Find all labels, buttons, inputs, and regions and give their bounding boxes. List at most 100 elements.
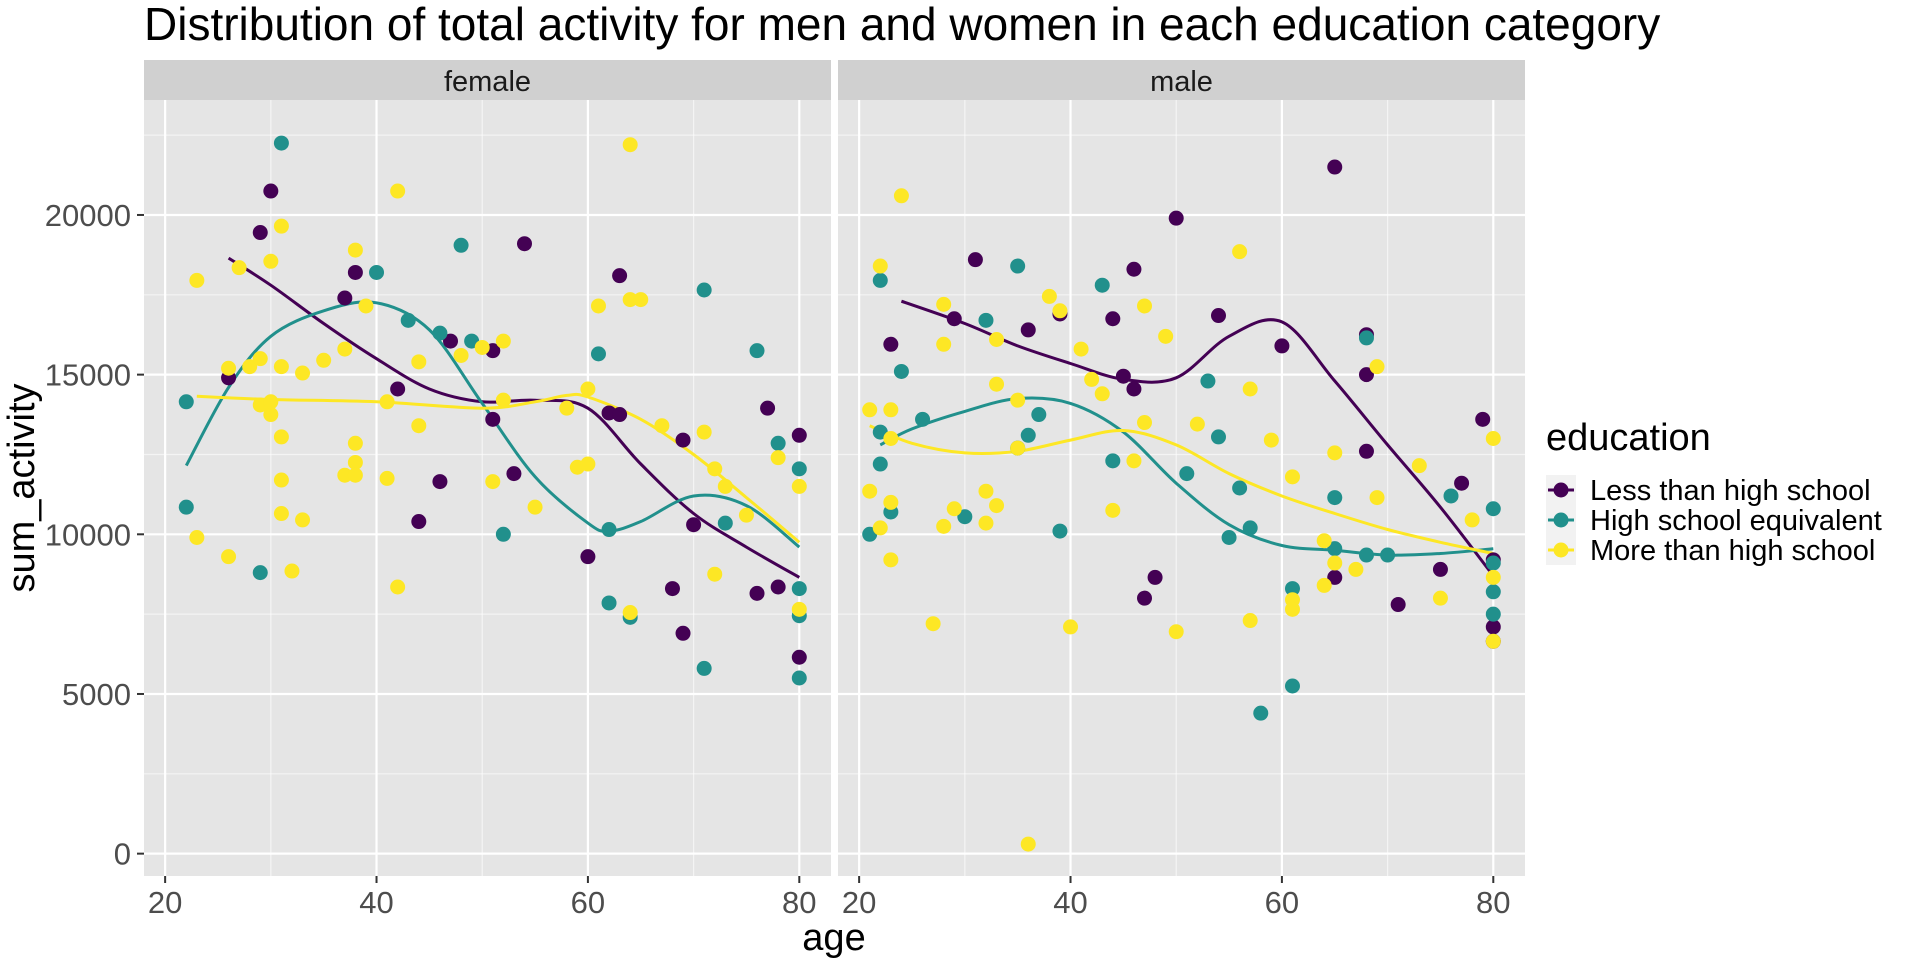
data-point [957, 509, 973, 525]
data-point [316, 352, 332, 368]
data-point [936, 518, 952, 534]
data-point [675, 432, 691, 448]
data-point [872, 258, 888, 274]
data-point [1253, 705, 1269, 721]
data-point [295, 365, 311, 381]
data-point [1263, 432, 1279, 448]
data-point [347, 435, 363, 451]
data-point [1031, 407, 1047, 423]
data-point [580, 549, 596, 565]
data-point [1010, 392, 1026, 408]
data-point [1242, 520, 1258, 536]
data-point [989, 332, 1005, 348]
data-point [337, 341, 353, 357]
data-point [1358, 443, 1374, 459]
data-point [580, 381, 596, 397]
data-point [1084, 371, 1100, 387]
data-point [978, 515, 994, 531]
legend-entry-label: High school equivalent [1590, 505, 1882, 537]
data-point [791, 670, 807, 686]
data-point [453, 237, 469, 253]
data-point [1179, 466, 1195, 482]
data-point [883, 402, 899, 418]
data-point [633, 292, 649, 308]
data-point [347, 454, 363, 470]
data-point [1411, 458, 1427, 474]
data-point [580, 456, 596, 472]
data-point [1358, 330, 1374, 346]
data-point [390, 381, 406, 397]
data-point [1327, 445, 1343, 461]
data-point [590, 298, 606, 314]
data-point [696, 282, 712, 298]
data-point [1327, 159, 1343, 175]
data-point [612, 268, 628, 284]
data-point [791, 478, 807, 494]
data-point [791, 461, 807, 477]
data-point [390, 579, 406, 595]
data-point [760, 400, 776, 416]
data-point [1010, 440, 1026, 456]
data-point [1327, 555, 1343, 571]
data-point [485, 474, 501, 490]
data-point [1485, 606, 1501, 622]
data-point [1052, 523, 1068, 539]
data-point [1284, 581, 1300, 597]
legend-key-point [1553, 542, 1569, 558]
data-point [590, 346, 606, 362]
x-tick-label: 60 [1265, 885, 1299, 920]
data-point [453, 347, 469, 363]
data-point [1137, 590, 1153, 606]
data-point [1020, 322, 1036, 338]
data-point [1284, 601, 1300, 617]
data-point [1475, 411, 1491, 427]
data-point [263, 394, 279, 410]
x-tick-label: 40 [359, 885, 393, 920]
data-point [717, 478, 733, 494]
data-point [495, 333, 511, 349]
data-point [273, 506, 289, 522]
data-point [915, 411, 931, 427]
data-point [791, 601, 807, 617]
data-point [400, 312, 416, 328]
data-point [1242, 381, 1258, 397]
data-point [1485, 569, 1501, 585]
data-point [1020, 427, 1036, 443]
panel-female: female 20 40 60 80 [144, 60, 831, 920]
x-tick-label: 20 [842, 885, 876, 920]
data-point [1232, 244, 1248, 260]
data-point [411, 354, 427, 370]
data-point [263, 407, 279, 423]
data-points [862, 159, 1501, 852]
data-point [273, 135, 289, 151]
data-point [1105, 311, 1121, 327]
data-point [707, 461, 723, 477]
data-point [559, 400, 575, 416]
data-point [221, 360, 237, 376]
data-point [1284, 678, 1300, 694]
data-point [295, 512, 311, 528]
data-point [1126, 453, 1142, 469]
data-point [770, 450, 786, 466]
grid-lines [838, 100, 1525, 876]
data-point [686, 517, 702, 533]
data-point [893, 363, 909, 379]
data-point [1242, 613, 1258, 629]
data-point [978, 483, 994, 499]
data-point [1200, 373, 1216, 389]
data-point [242, 359, 258, 375]
x-tick-label: 80 [1476, 885, 1510, 920]
data-point [1232, 480, 1248, 496]
data-point [770, 435, 786, 451]
data-point [622, 292, 638, 308]
data-point [1221, 529, 1237, 545]
data-point [347, 264, 363, 280]
data-point [1137, 298, 1153, 314]
y-tick-label: 10000 [45, 517, 131, 552]
chart-title: Distribution of total activity for men a… [144, 0, 1660, 50]
legend-key-point [1553, 482, 1569, 498]
data-point [263, 183, 279, 199]
data-point [738, 507, 754, 523]
data-point [1358, 547, 1374, 563]
